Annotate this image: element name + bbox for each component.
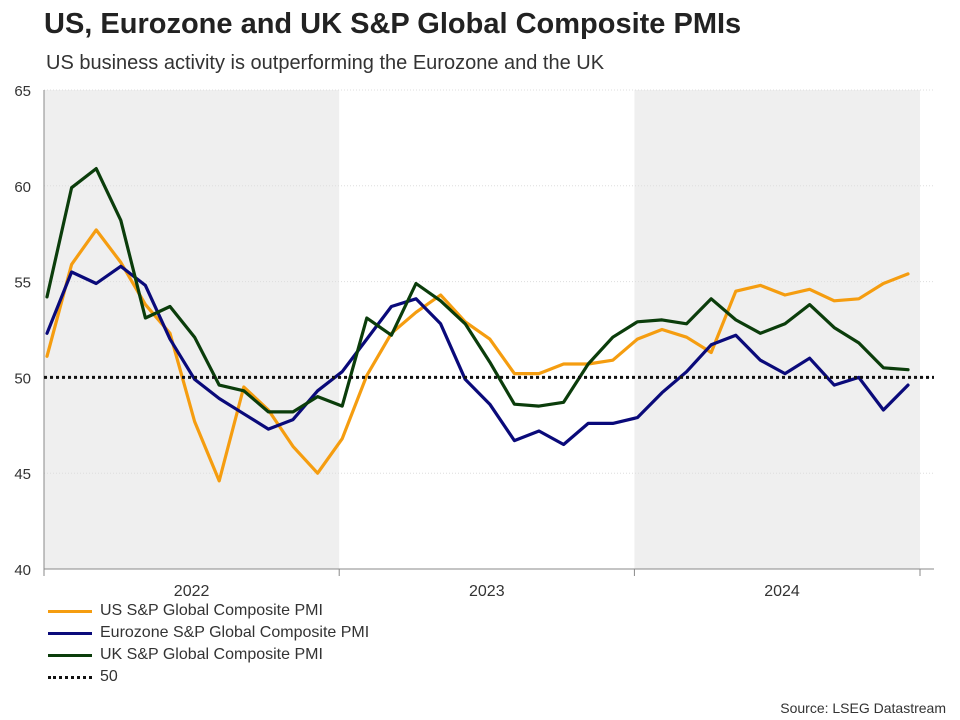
legend-item-uk: UK S&P Global Composite PMI [48,644,369,666]
legend-swatch-eurozone [48,631,92,635]
legend-swatch-reference [48,675,92,679]
y-tick-label-40: 40 [14,562,31,579]
shaded-band-0 [44,90,340,569]
series-line-uk [45,167,910,414]
y-tick-label-65: 65 [14,83,31,100]
x-tick-label-2023: 2023 [469,583,505,600]
series-line-us [45,228,910,483]
series-lines [45,167,910,483]
legend-item-eurozone: Eurozone S&P Global Composite PMI [48,622,369,644]
legend-label-eurozone: Eurozone S&P Global Composite PMI [100,624,370,641]
legend-item-us: US S&P Global Composite PMI [48,600,369,622]
series-line-eurozone [45,264,910,447]
x-tick-label-2022: 2022 [174,583,210,600]
chart-title: US, Eurozone and UK S&P Global Composite… [44,8,742,40]
y-tick-label-55: 55 [14,275,31,292]
x-tick-label-2024: 2024 [764,583,800,600]
legend-label-reference: 50 [100,668,118,685]
y-tick-label-45: 45 [14,466,31,483]
shaded-band-1 [634,90,920,569]
y-tick-label-60: 60 [14,179,31,196]
axes: 40 45 50 55 60 65 2022 2023 2024 [14,83,934,600]
legend-swatch-us [48,609,92,613]
legend-label-uk: UK S&P Global Composite PMI [100,646,323,663]
legend-label-us: US S&P Global Composite PMI [100,602,323,619]
source-note: Source: LSEG Datastream [780,700,946,716]
line-chart: 40 45 50 55 60 65 2022 2023 2024 [14,83,934,600]
legend-swatch-uk [48,653,92,657]
legend-item-reference: 50 [48,666,369,688]
shaded-year-bands [44,90,920,569]
chart-subtitle: US business activity is outperforming th… [46,52,605,74]
y-tick-label-50: 50 [14,370,31,387]
legend: US S&P Global Composite PMI Eurozone S&P… [48,600,369,688]
